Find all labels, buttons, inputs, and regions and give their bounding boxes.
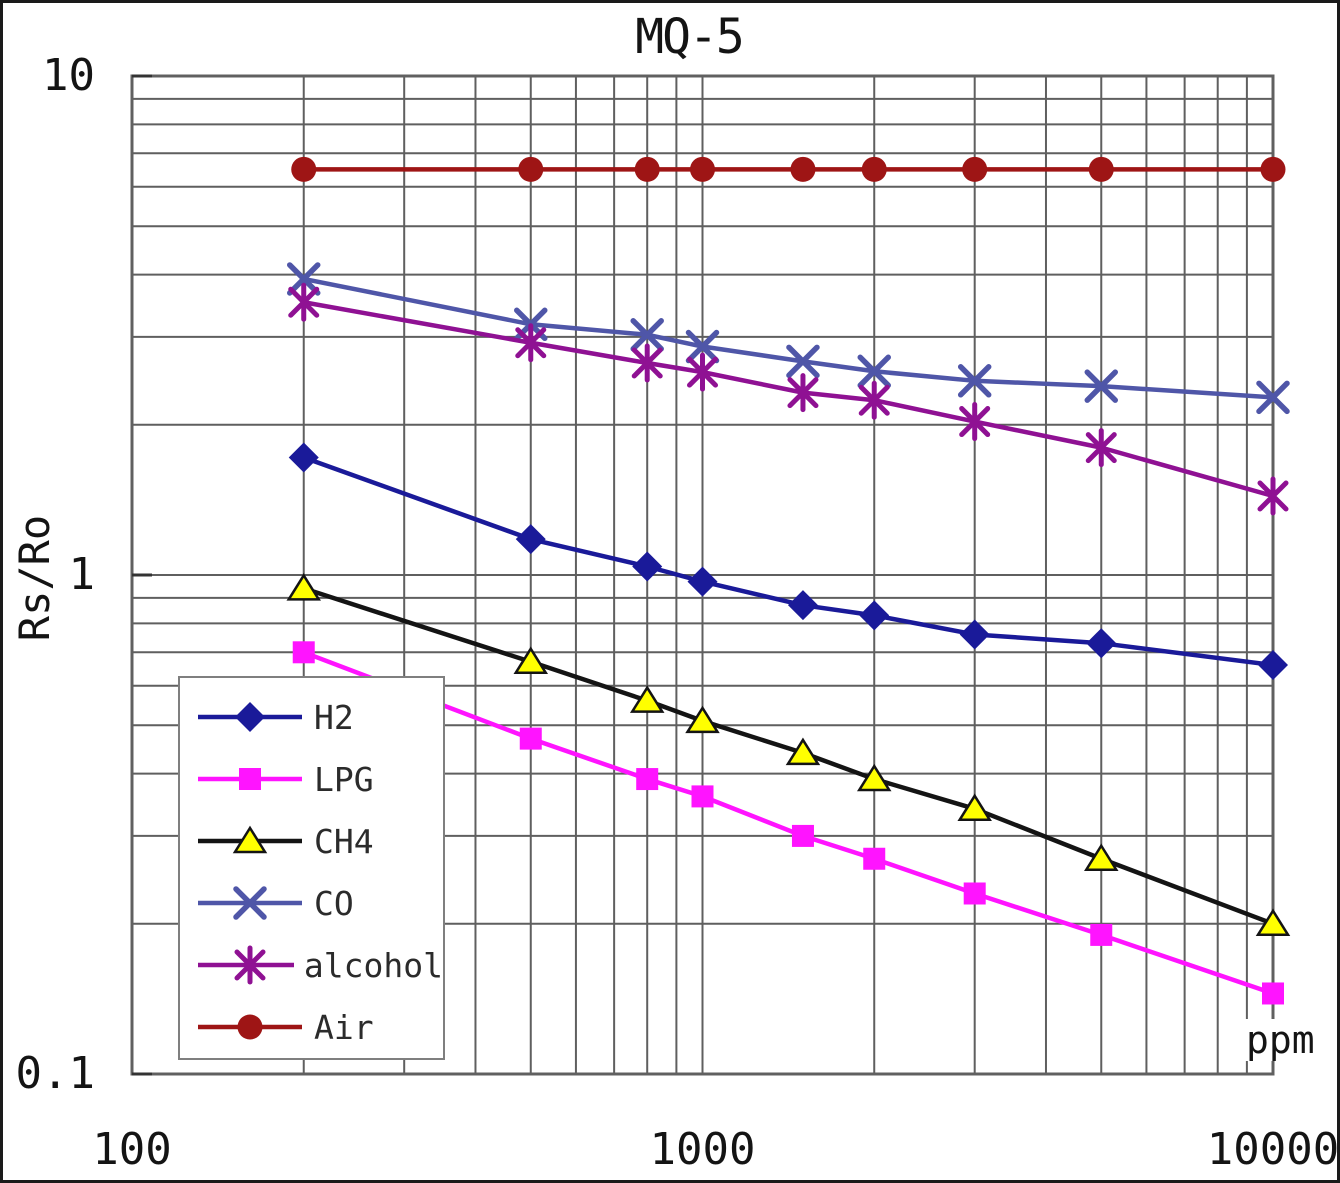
series-air-marker bbox=[861, 156, 887, 182]
series-h2-marker bbox=[687, 566, 718, 597]
series-alcohol-marker bbox=[515, 327, 547, 359]
legend-marker-alcohol-glyph bbox=[234, 949, 266, 981]
series-ch4-marker bbox=[1255, 908, 1291, 937]
series-alcohol-marker bbox=[687, 356, 718, 388]
series-air-marker bbox=[1088, 156, 1114, 182]
legend-marker-air-icon bbox=[198, 1014, 302, 1040]
series-air-marker bbox=[634, 156, 660, 182]
legend-marker-h2-icon bbox=[198, 702, 302, 732]
series-lpg-line bbox=[302, 650, 1274, 996]
series-lpg-marker bbox=[292, 641, 315, 664]
series-h2-marker bbox=[1086, 628, 1117, 659]
series-ch4-marker bbox=[1084, 843, 1119, 871]
legend-marker-co-icon bbox=[198, 886, 302, 920]
legend-item-co: CO bbox=[180, 872, 443, 934]
legend: H2 LPG CH4 CO alcohol Air bbox=[178, 676, 445, 1060]
chart-title: MQ-5 bbox=[635, 9, 745, 65]
series-alcohol-marker bbox=[1085, 432, 1117, 464]
series-ch4-marker bbox=[957, 793, 992, 822]
x-tick-label-100: 100 bbox=[92, 1124, 172, 1175]
y-tick-label-0.1: 0.1 bbox=[15, 1048, 95, 1099]
series-lpg-marker bbox=[963, 882, 986, 905]
series-ch4-marker bbox=[513, 646, 549, 675]
legend-marker-h2-glyph bbox=[235, 702, 265, 732]
series-ch4-marker bbox=[286, 573, 321, 601]
legend-label-h2: H2 bbox=[314, 697, 354, 737]
series-alcohol-line bbox=[303, 300, 1274, 499]
legend-item-lpg: LPG bbox=[180, 748, 443, 810]
series-air-marker bbox=[291, 156, 317, 182]
series-air-marker bbox=[962, 156, 988, 182]
x-tick-label-1000: 1000 bbox=[649, 1124, 756, 1175]
series-air-marker bbox=[690, 156, 715, 182]
series-h2-marker bbox=[787, 590, 818, 621]
x-tick-label-10000: 10000 bbox=[1206, 1124, 1340, 1175]
x-axis-unit-label: ppm bbox=[1243, 1019, 1318, 1061]
legend-item-alcohol: alcohol bbox=[180, 934, 443, 996]
series-alcohol-marker bbox=[631, 347, 663, 379]
series-h2-marker bbox=[515, 524, 546, 555]
legend-item-h2: H2 bbox=[180, 686, 443, 748]
series-alcohol-marker bbox=[858, 384, 890, 416]
series-h2-marker bbox=[1258, 650, 1288, 681]
legend-label-ch4: CH4 bbox=[314, 821, 374, 861]
series-alcohol-marker bbox=[959, 406, 991, 438]
plot-area bbox=[130, 74, 1291, 1076]
series-lpg-marker bbox=[1090, 923, 1113, 946]
series-h2-marker bbox=[859, 600, 890, 631]
legend-marker-lpg-glyph bbox=[239, 768, 261, 790]
series-lpg-marker bbox=[691, 785, 714, 808]
series-air-marker bbox=[1260, 156, 1286, 182]
series-co-marker bbox=[857, 354, 891, 389]
series-alcohol-marker bbox=[787, 377, 819, 409]
series-co-marker bbox=[685, 329, 720, 364]
series-air-marker bbox=[518, 156, 544, 182]
series-co-marker bbox=[630, 318, 664, 352]
legend-marker-ch4-glyph bbox=[232, 825, 268, 854]
series-co-marker bbox=[957, 364, 992, 398]
legend-marker-air-glyph bbox=[237, 1014, 263, 1040]
series-ch4-line bbox=[303, 586, 1274, 926]
series-ch4-marker bbox=[785, 737, 821, 766]
legend-label-alcohol: alcohol bbox=[303, 945, 443, 985]
series-h2-marker bbox=[959, 619, 990, 650]
series-co-marker bbox=[786, 344, 820, 379]
series-ch4-marker bbox=[629, 685, 665, 713]
legend-marker-alcohol-icon bbox=[198, 945, 294, 985]
series-co-marker bbox=[1084, 369, 1119, 403]
legend-label-co: CO bbox=[314, 883, 354, 923]
series-co-marker bbox=[1256, 380, 1290, 415]
series-lpg-marker bbox=[863, 847, 886, 870]
series-air-marker bbox=[790, 156, 816, 182]
y-tick-label-10: 10 bbox=[42, 50, 95, 101]
series-h2-marker bbox=[632, 551, 663, 582]
y-tick-label-1: 1 bbox=[68, 549, 96, 600]
legend-label-lpg: LPG bbox=[314, 759, 374, 799]
legend-item-ch4: CH4 bbox=[180, 810, 443, 872]
legend-marker-lpg-icon bbox=[198, 768, 302, 790]
series-lpg-marker bbox=[636, 768, 659, 791]
legend-marker-ch4-icon bbox=[198, 825, 302, 854]
series-lpg-marker bbox=[791, 824, 814, 847]
legend-item-air: Air bbox=[180, 996, 443, 1058]
series-co-marker bbox=[286, 262, 321, 296]
series-ch4-marker bbox=[685, 705, 720, 734]
series-lpg-marker bbox=[519, 727, 542, 750]
series-ch4-marker bbox=[856, 763, 892, 792]
series-lpg-marker bbox=[1262, 982, 1284, 1005]
series-alcohol-marker bbox=[288, 286, 320, 318]
series-h2-marker bbox=[288, 442, 319, 473]
legend-marker-co-glyph bbox=[233, 886, 267, 920]
series-alcohol-marker bbox=[1257, 480, 1289, 512]
legend-label-air: Air bbox=[314, 1007, 374, 1047]
